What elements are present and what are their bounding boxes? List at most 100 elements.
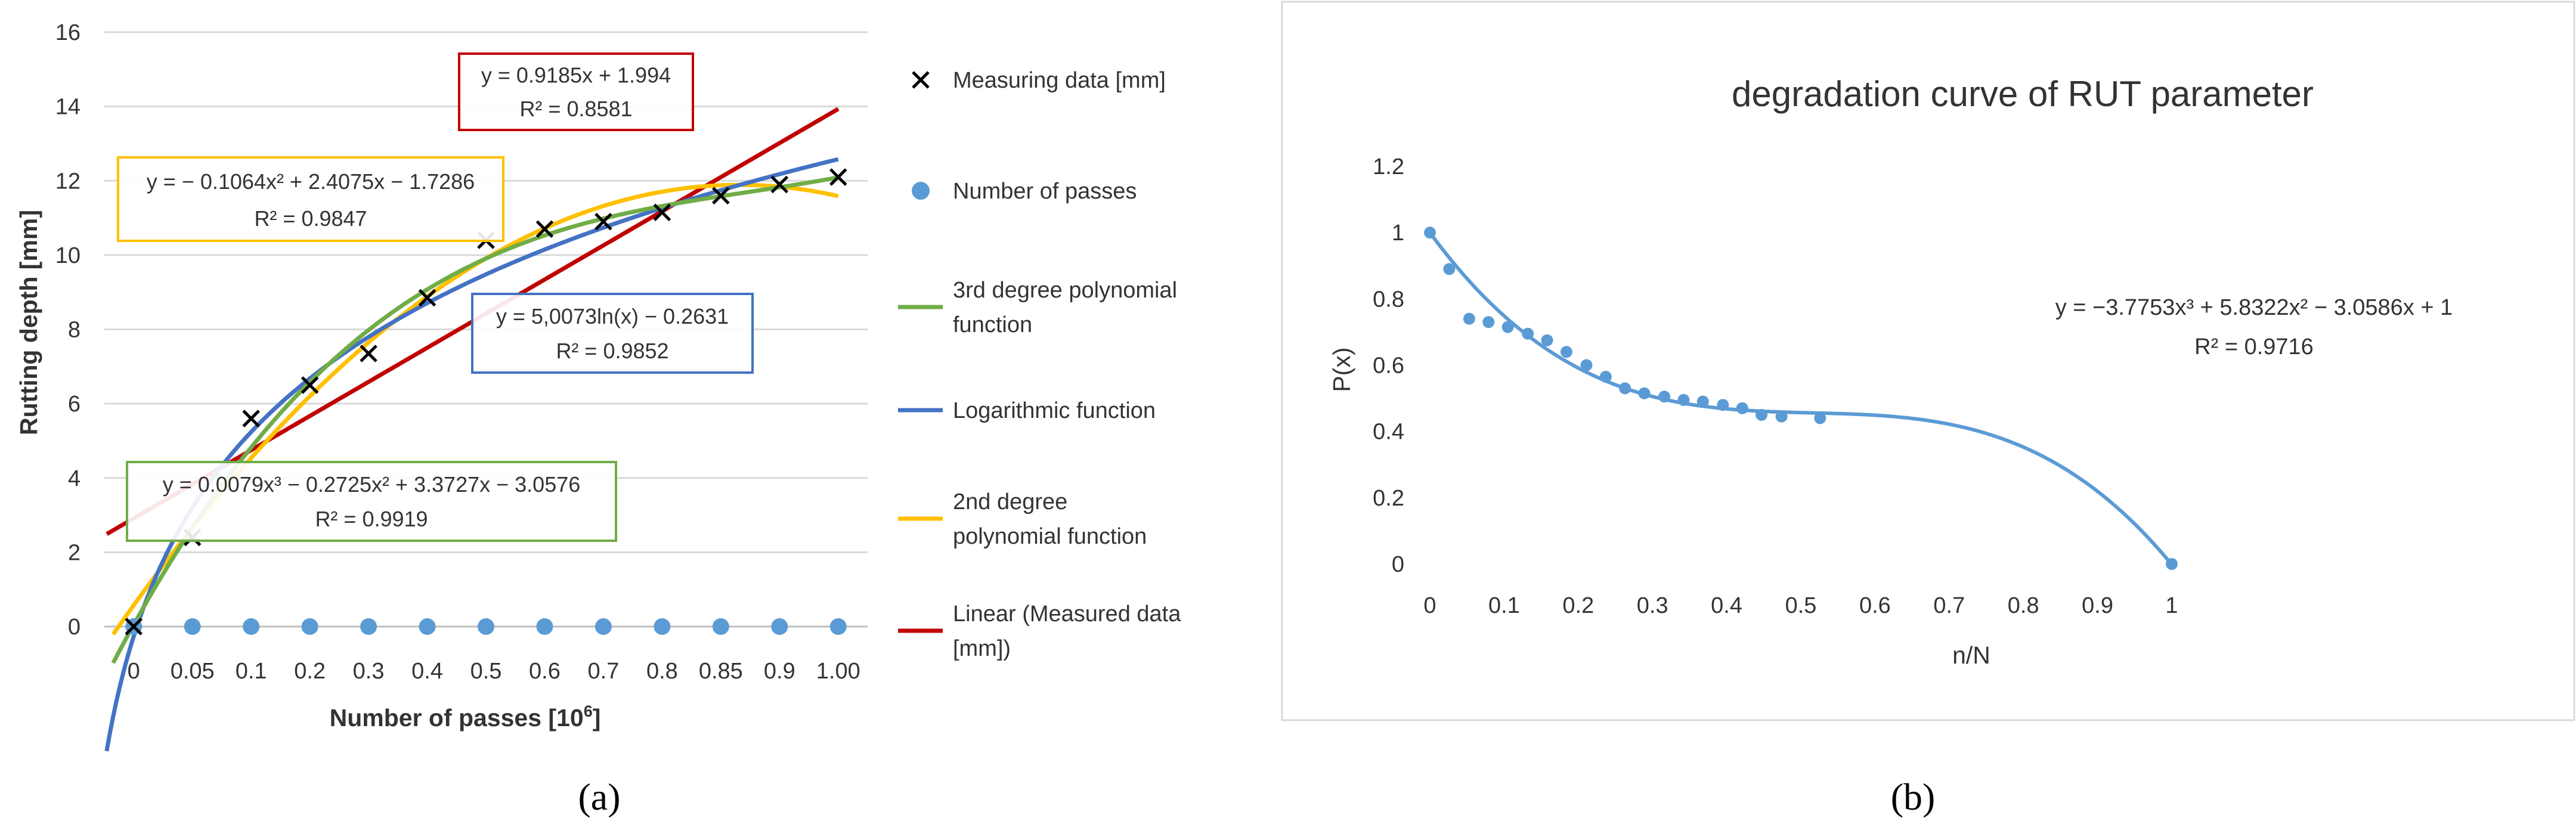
b-y-axis-title: P(x) xyxy=(1328,347,1355,392)
a-x-axis-title-sup: 6 xyxy=(584,702,593,720)
a-y-tick-label: 8 xyxy=(68,318,80,343)
a-equation-frame xyxy=(126,461,617,542)
a-x-tick-labels: 0 0.05 0.1 0.2 0.3 0.4 0.5 0.6 0.7 0.8 0.85 0.9 1.00 xyxy=(128,659,860,684)
b-x-tick-label: 0.2 xyxy=(1562,593,1594,618)
a-x-tick-label: 0.6 xyxy=(529,659,561,684)
a-x-tick-label: 1.00 xyxy=(816,659,860,684)
a-legend-entry: Measuring data [mm] xyxy=(912,68,1166,93)
a-y-tick-label: 6 xyxy=(68,392,80,417)
a-legend-label: polynomial function xyxy=(953,524,1147,549)
a-passes-point xyxy=(360,618,377,635)
a-trendline-poly2 xyxy=(111,182,839,636)
b-data-point xyxy=(1775,410,1788,423)
a-x-tick-label: 0.1 xyxy=(236,659,267,684)
a-legend-entry: Logarithmic function xyxy=(898,398,1156,423)
a-legend-entry: 3rd degree polynomial function xyxy=(898,278,1177,337)
a-passes-point xyxy=(829,618,847,635)
panel-b-label: (b) xyxy=(1891,776,1936,818)
a-legend: Measuring data [mm] Number of passes 3rd d… xyxy=(898,68,1181,661)
a-equation-text: y = 0.0079x³ − 0.2725x² + 3.3727x − 3.05… xyxy=(163,472,581,497)
a-measured-point xyxy=(770,175,789,194)
a-passes-point xyxy=(712,618,729,635)
a-passes-point xyxy=(184,618,201,635)
b-data-point xyxy=(1814,412,1826,424)
a-legend-entry: Number of passes xyxy=(912,179,1137,204)
a-x-tick-label: 0.2 xyxy=(294,659,326,684)
b-chart-frame xyxy=(1281,1,2575,721)
b-data-point xyxy=(1522,327,1534,340)
a-x-axis-title-end: ] xyxy=(593,704,601,731)
a-equation-text: y = 5,0073ln(x) − 0.2631 xyxy=(496,304,729,328)
chart-a: 0 2 4 6 8 10 12 14 16 0 0.05 0.1 0.2 0.3 0.4 0.5 0.6 0.7… xyxy=(15,20,1181,818)
a-legend-label: Logarithmic function xyxy=(953,398,1156,423)
b-data-point xyxy=(1599,370,1612,383)
a-x-tick-label: 0.85 xyxy=(699,659,743,684)
b-data-point xyxy=(1580,359,1593,371)
a-x-tick-label: 0.8 xyxy=(646,659,678,684)
a-passes-point xyxy=(771,618,788,635)
b-data-point xyxy=(1463,312,1475,325)
b-data-point xyxy=(2166,558,2178,570)
a-passes-point xyxy=(595,618,612,635)
b-data-point xyxy=(1619,382,1631,395)
a-passes-point xyxy=(419,618,436,635)
b-data-point xyxy=(1736,402,1748,414)
a-equation-box-poly2: y = − 0.1064x² + 2.4075x − 1.7286 R² = 0.… xyxy=(117,156,504,242)
b-x-tick-label: 0.7 xyxy=(1933,593,1965,618)
b-y-tick-label: 1.2 xyxy=(1373,154,1404,179)
a-y-axis-title: Rutting depth [mm] xyxy=(15,210,42,435)
a-trendline-poly3 xyxy=(111,175,839,664)
b-trendline xyxy=(1428,231,2174,566)
b-data-point xyxy=(1638,387,1651,399)
b-x-axis-title: n/N xyxy=(1952,641,1990,669)
b-data-point xyxy=(1501,321,1514,333)
b-y-tick-label: 1 xyxy=(1392,221,1404,246)
a-x-tick-label: 0.5 xyxy=(470,659,502,684)
b-x-tick-label: 0.4 xyxy=(1711,593,1742,618)
a-y-tick-label: 4 xyxy=(68,466,80,491)
a-equation-frame xyxy=(117,156,504,242)
b-equation-line-1: y = −3.7753x³ + 5.8322x² − 3.0586x + 1 xyxy=(2055,295,2453,320)
a-equation-boxes: y = 0.9185x + 1.994 R² = 0.8581 y = − 0.10… xyxy=(117,52,754,542)
a-legend-label: 3rd degree polynomial xyxy=(953,278,1177,303)
a-equation-frame xyxy=(458,52,694,131)
a-r-squared-text: R² = 0.9847 xyxy=(254,206,367,231)
a-y-tick-label: 16 xyxy=(55,20,80,45)
a-measured-point xyxy=(595,213,612,231)
a-legend-entry: Linear (Measured data [mm]) xyxy=(898,602,1181,661)
b-data-point xyxy=(1696,395,1709,408)
a-y-tick-label: 14 xyxy=(55,95,80,120)
a-y-tick-label: 12 xyxy=(55,169,80,194)
a-legend-label: [mm]) xyxy=(953,636,1011,661)
a-equation-box-linear: y = 0.9185x + 1.994 R² = 0.8581 xyxy=(458,52,694,131)
b-x-tick-labels: 0 0.1 0.2 0.3 0.4 0.5 0.6 0.7 0.8 0.9 1 xyxy=(1423,593,2178,618)
a-equation-box-poly3: y = 0.0079x³ − 0.2725x² + 3.3727x − 3.05… xyxy=(126,461,617,542)
a-legend-swatch xyxy=(912,182,930,200)
b-x-tick-label: 0.9 xyxy=(2082,593,2113,618)
a-measured-point xyxy=(712,187,730,204)
a-legend-label: Number of passes xyxy=(953,179,1137,204)
b-chart-title: degradation curve of RUT parameter xyxy=(1732,74,2314,114)
b-data-point xyxy=(1560,346,1572,358)
a-y-tick-labels: 0 2 4 6 8 10 12 14 16 xyxy=(55,20,80,640)
a-equation-text: y = − 0.1064x² + 2.4075x − 1.7286 xyxy=(147,169,475,194)
a-x-tick-label: 0.9 xyxy=(764,659,795,684)
a-r-squared-text: R² = 0.9852 xyxy=(556,339,668,363)
b-data-point xyxy=(1541,334,1553,346)
b-x-tick-label: 0.8 xyxy=(2008,593,2039,618)
a-measured-point xyxy=(301,376,319,394)
a-equation-frame xyxy=(471,293,754,374)
b-x-tick-label: 0.5 xyxy=(1785,593,1817,618)
a-legend-label: function xyxy=(953,312,1032,337)
a-passes-point xyxy=(536,618,553,635)
a-passes-point xyxy=(243,618,260,635)
a-legend-swatch xyxy=(912,71,930,89)
b-x-tick-label: 0.1 xyxy=(1488,593,1520,618)
b-data-point xyxy=(1677,393,1690,406)
a-measured-point xyxy=(653,203,671,221)
a-x-tick-label: 0.4 xyxy=(411,659,443,684)
b-x-tick-label: 1 xyxy=(2165,593,2178,618)
a-x-tick-label: 0.7 xyxy=(588,659,620,684)
b-data-point xyxy=(1482,316,1495,328)
a-y-tick-label: 10 xyxy=(55,243,80,268)
